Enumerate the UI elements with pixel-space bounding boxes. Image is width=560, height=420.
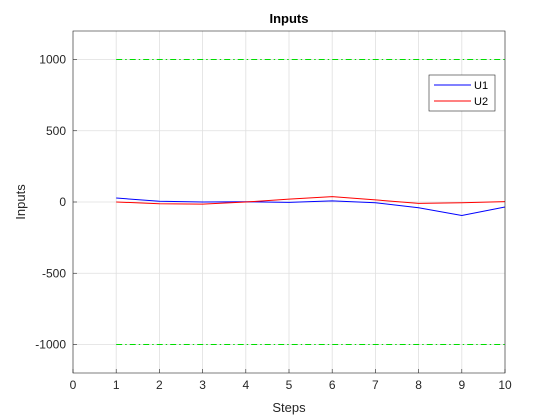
- legend-box: [428, 74, 496, 112]
- series-line-u2: [116, 196, 506, 205]
- series-line-u1: [116, 197, 506, 217]
- y-tick-label: -500: [42, 266, 66, 280]
- y-tick-label: 1000: [39, 53, 66, 67]
- x-tick-label: 9: [458, 378, 465, 392]
- y-tick-label: 500: [46, 124, 66, 138]
- y-axis-ticks: -1000 -500 0 500 1000: [35, 53, 77, 352]
- series-group: [116, 196, 506, 217]
- legend-label-u2: U2: [474, 96, 488, 108]
- y-axis-label: Inputs: [13, 184, 28, 220]
- legend-label-u1: U1: [474, 80, 488, 92]
- x-tick-label: 10: [498, 378, 512, 392]
- x-tick-label: 8: [415, 378, 422, 392]
- x-axis-ticks: 0 1 2 3 4 5 6 7 8 9 10: [70, 369, 512, 392]
- x-tick-label: 1: [113, 378, 120, 392]
- x-axis-label: Steps: [272, 400, 306, 415]
- chart-title: Inputs: [270, 11, 309, 26]
- x-tick-label: 7: [372, 378, 379, 392]
- x-tick-label: 2: [156, 378, 163, 392]
- x-tick-label: 6: [329, 378, 336, 392]
- x-tick-label: 5: [286, 378, 293, 392]
- reference-lines: [116, 59, 505, 345]
- x-tick-label: 4: [242, 378, 249, 392]
- x-tick-label: 0: [70, 378, 77, 392]
- y-tick-label: 0: [59, 195, 66, 209]
- y-tick-label: -1000: [35, 338, 66, 352]
- x-tick-label: 3: [199, 378, 206, 392]
